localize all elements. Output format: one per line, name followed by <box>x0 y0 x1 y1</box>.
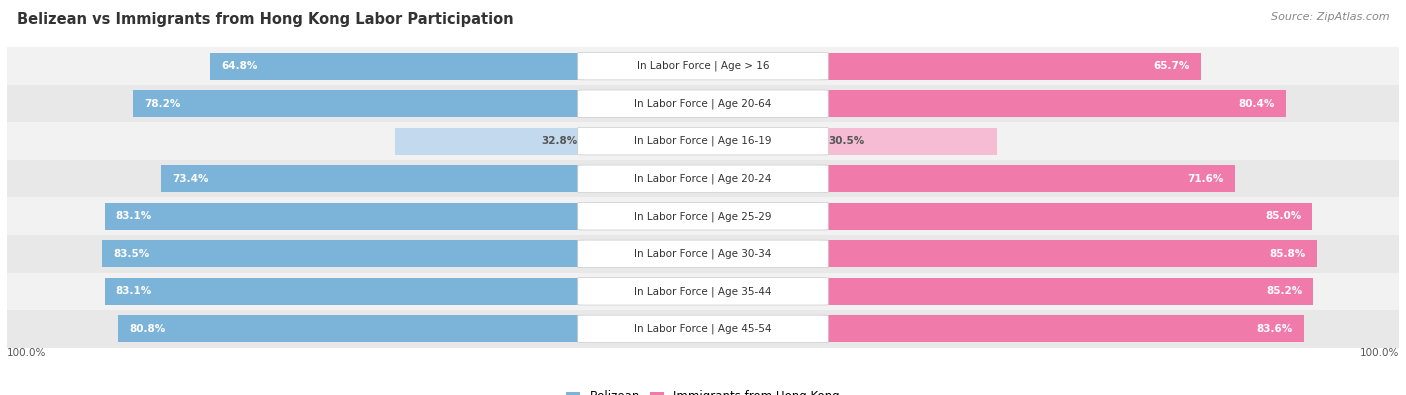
FancyBboxPatch shape <box>578 203 828 230</box>
Text: 85.8%: 85.8% <box>1270 249 1306 259</box>
Text: 78.2%: 78.2% <box>143 99 180 109</box>
Bar <box>7 85 1399 122</box>
Text: 65.7%: 65.7% <box>1153 61 1189 71</box>
Text: 30.5%: 30.5% <box>828 136 865 146</box>
Bar <box>821 165 1234 192</box>
Text: 80.8%: 80.8% <box>129 324 166 334</box>
FancyBboxPatch shape <box>578 315 828 342</box>
Bar <box>134 90 585 117</box>
Text: In Labor Force | Age > 16: In Labor Force | Age > 16 <box>637 61 769 71</box>
Text: 85.0%: 85.0% <box>1265 211 1301 221</box>
Text: 32.8%: 32.8% <box>541 136 578 146</box>
Text: In Labor Force | Age 25-29: In Labor Force | Age 25-29 <box>634 211 772 222</box>
Bar <box>7 273 1399 310</box>
Bar <box>104 278 585 305</box>
Bar <box>104 203 585 230</box>
Bar <box>7 122 1399 160</box>
Bar <box>7 47 1399 85</box>
Bar <box>7 310 1399 348</box>
Bar <box>821 128 997 155</box>
Bar <box>118 315 585 342</box>
Text: 73.4%: 73.4% <box>172 174 208 184</box>
Text: 100.0%: 100.0% <box>1360 348 1399 358</box>
Text: 83.1%: 83.1% <box>115 286 152 296</box>
FancyBboxPatch shape <box>578 53 828 80</box>
Bar <box>103 240 585 267</box>
Bar <box>211 53 585 80</box>
Bar <box>160 165 585 192</box>
Text: 64.8%: 64.8% <box>222 61 257 71</box>
Bar <box>821 90 1285 117</box>
Bar <box>7 235 1399 273</box>
Text: In Labor Force | Age 30-34: In Labor Force | Age 30-34 <box>634 248 772 259</box>
Bar <box>821 203 1312 230</box>
Legend: Belizean, Immigrants from Hong Kong: Belizean, Immigrants from Hong Kong <box>561 385 845 395</box>
FancyBboxPatch shape <box>578 90 828 117</box>
Bar <box>821 315 1305 342</box>
FancyBboxPatch shape <box>578 240 828 267</box>
Bar <box>821 240 1317 267</box>
Bar <box>821 53 1201 80</box>
Bar <box>821 278 1313 305</box>
FancyBboxPatch shape <box>578 128 828 155</box>
FancyBboxPatch shape <box>578 165 828 192</box>
Text: In Labor Force | Age 16-19: In Labor Force | Age 16-19 <box>634 136 772 147</box>
Text: Belizean vs Immigrants from Hong Kong Labor Participation: Belizean vs Immigrants from Hong Kong La… <box>17 12 513 27</box>
Text: In Labor Force | Age 35-44: In Labor Force | Age 35-44 <box>634 286 772 297</box>
Text: In Labor Force | Age 45-54: In Labor Force | Age 45-54 <box>634 324 772 334</box>
Bar <box>7 198 1399 235</box>
Bar <box>7 160 1399 198</box>
Text: In Labor Force | Age 20-64: In Labor Force | Age 20-64 <box>634 98 772 109</box>
Text: 85.2%: 85.2% <box>1265 286 1302 296</box>
Text: 83.1%: 83.1% <box>115 211 152 221</box>
Bar <box>395 128 585 155</box>
Text: 80.4%: 80.4% <box>1239 99 1275 109</box>
Text: 83.6%: 83.6% <box>1257 324 1294 334</box>
Text: Source: ZipAtlas.com: Source: ZipAtlas.com <box>1271 12 1389 22</box>
Text: 83.5%: 83.5% <box>114 249 149 259</box>
Text: 100.0%: 100.0% <box>7 348 46 358</box>
Text: In Labor Force | Age 20-24: In Labor Force | Age 20-24 <box>634 173 772 184</box>
FancyBboxPatch shape <box>578 278 828 305</box>
Text: 71.6%: 71.6% <box>1188 174 1223 184</box>
